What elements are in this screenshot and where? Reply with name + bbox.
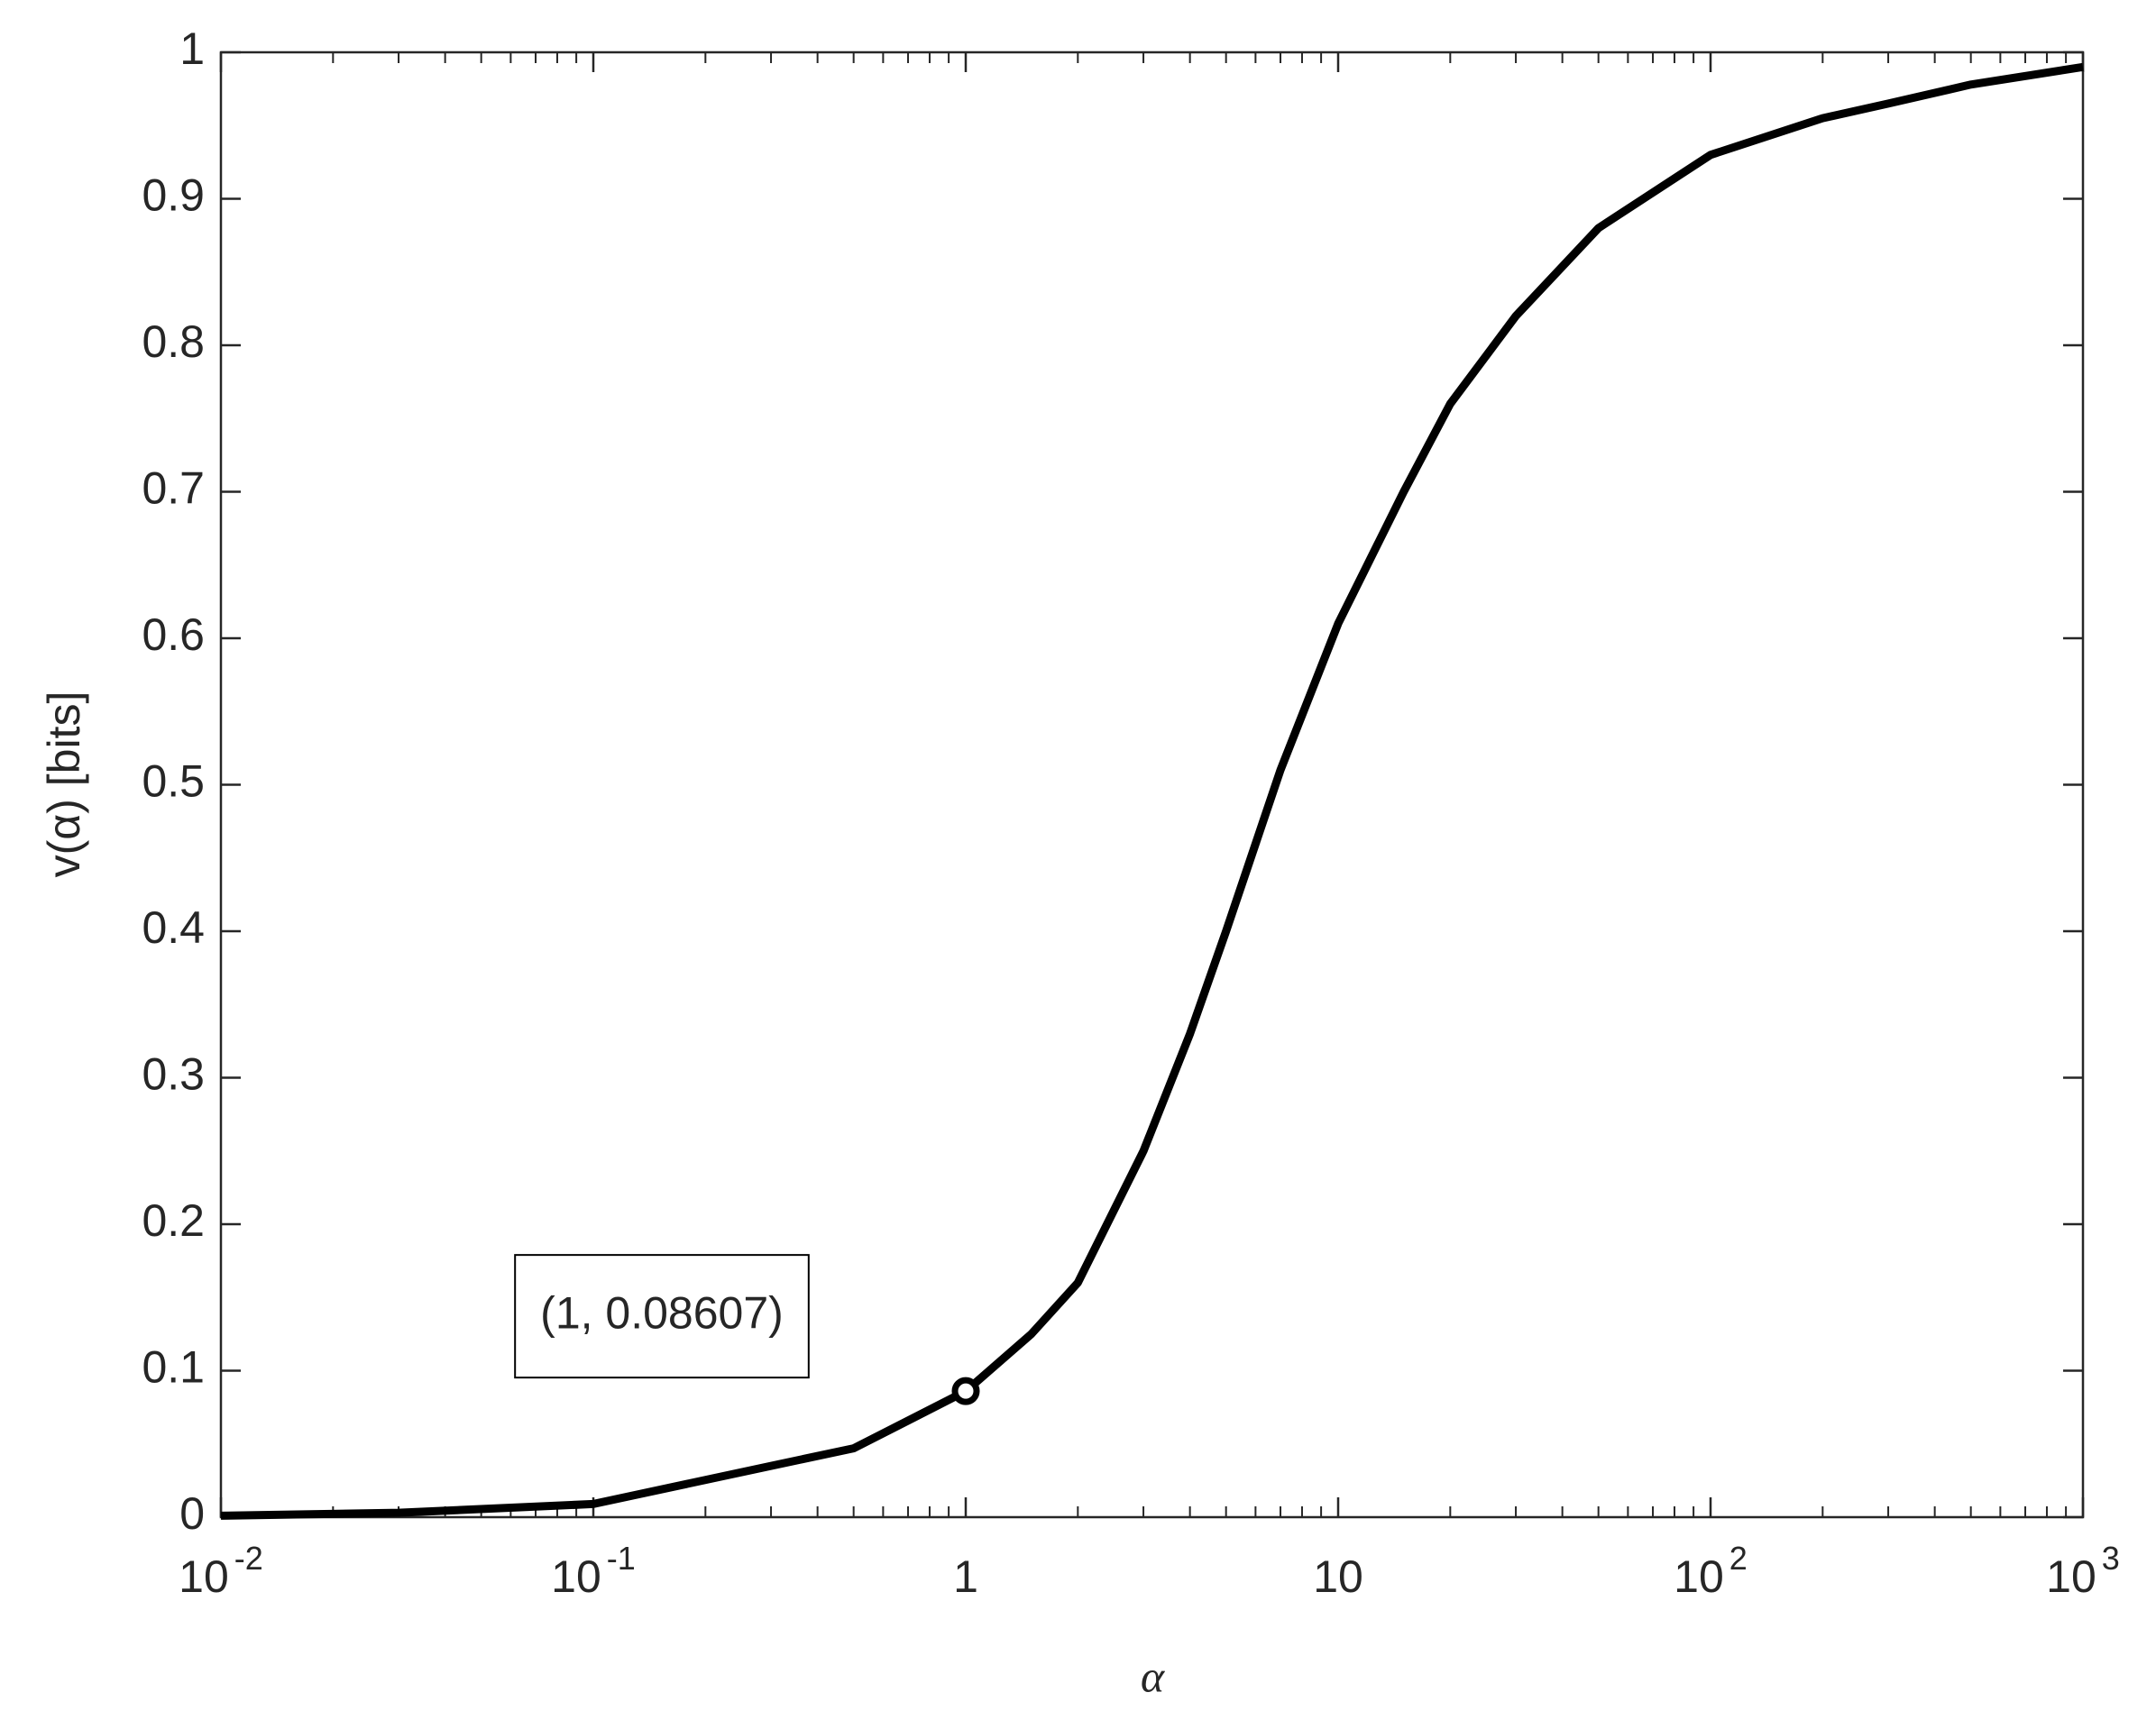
x-tick-exponent: 3	[2102, 1540, 2120, 1577]
annotation-box	[514, 1254, 810, 1379]
x-tick-base: 10	[1674, 1551, 1724, 1602]
x-axis-label: α	[1141, 1651, 1166, 1701]
x-tick-base: 10	[2046, 1551, 2096, 1602]
annotation-text: (1, 0.08607)	[540, 1287, 784, 1338]
x-tick-label: 10 3	[2046, 1540, 2120, 1603]
annotation-marker	[951, 1377, 980, 1405]
y-tick-label: 0.8	[142, 316, 205, 367]
x-tick-label: 10 -1	[551, 1540, 636, 1603]
y-tick-label: 0.2	[142, 1195, 205, 1246]
x-tick-exponent: 2	[1729, 1540, 1748, 1577]
y-axis-label: v(α) [bits]	[39, 691, 89, 878]
x-tick-base: 10	[551, 1551, 601, 1602]
x-tick-label: 1	[953, 1551, 978, 1602]
y-tick-label: 0.3	[142, 1049, 205, 1100]
x-tick-label: 10	[1313, 1551, 1363, 1602]
y-tick-label: 1	[179, 23, 205, 74]
x-tick-exponent: -1	[607, 1540, 636, 1577]
y-tick-label: 0.4	[142, 902, 205, 953]
y-tick-label: 0.7	[142, 463, 205, 514]
y-tick-label: 0.6	[142, 609, 205, 660]
y-tick-label: 0.1	[142, 1342, 205, 1393]
plot-frame	[219, 50, 2085, 1519]
y-tick-label: 0	[179, 1488, 205, 1539]
x-tick-label: 10 2	[1674, 1540, 1748, 1603]
x-tick-label: 10 -2	[179, 1540, 263, 1603]
x-tick-exponent: -2	[234, 1540, 263, 1577]
y-tick-label: 0.5	[142, 756, 205, 807]
x-tick-base: 10	[179, 1551, 229, 1602]
line-series	[220, 62, 2084, 1520]
y-tick-label: 0.9	[142, 170, 205, 221]
